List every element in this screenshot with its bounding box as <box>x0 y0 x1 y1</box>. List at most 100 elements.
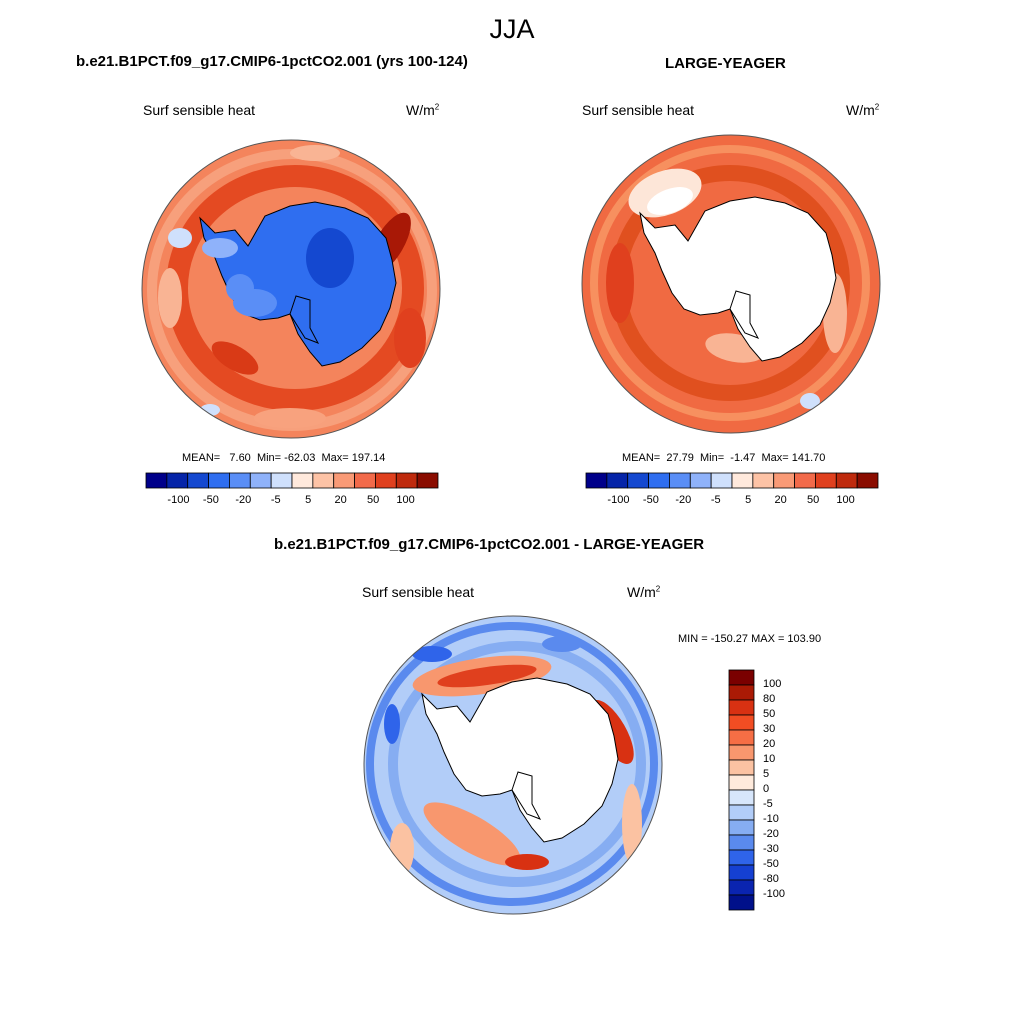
p1-cbar-tick-label: 50 <box>366 494 380 506</box>
p2-cbar-color-bin <box>773 472 795 489</box>
p3-band-0 <box>388 641 646 887</box>
p3-cbar-tick-label: 10 <box>763 753 776 765</box>
panel3-polar-map <box>363 615 663 915</box>
p1-land-shade-0 <box>202 238 238 258</box>
panel2-stats: MEAN= 27.79 Min= -1.47 Max= 141.70 <box>622 452 826 464</box>
p3-cbar-color-bin <box>728 894 755 911</box>
p3-feature-7 <box>412 646 452 662</box>
p3-cbar-tick-label: 50 <box>763 708 776 720</box>
panel2-polar-map <box>581 134 881 434</box>
p1-cbar-color-bin <box>312 472 335 489</box>
p3-cbar-tick-label: -20 <box>763 828 779 840</box>
p1-cbar-color-bin <box>187 472 209 489</box>
p2-feature-3 <box>606 243 634 323</box>
panel2-variable-label: Surf sensible heat <box>582 102 695 118</box>
p2-cbar-color-bin <box>669 472 691 489</box>
p3-cbar-color-bin <box>728 699 755 716</box>
p3-map-border <box>363 615 663 915</box>
p3-band-1 <box>366 622 658 906</box>
p1-feature-1 <box>211 341 259 375</box>
p2-cbar-color-bin <box>752 472 775 489</box>
p3-feature-1 <box>437 664 537 688</box>
p2-cbar-tick-label: 100 <box>836 494 855 506</box>
p2-cbar-color-bin <box>856 472 879 489</box>
p1-feature-2 <box>394 308 426 368</box>
p1-ross-ice-shelf <box>289 295 320 344</box>
p2-cbar-tick-label: -20 <box>675 494 692 506</box>
panel1-polar-map <box>141 139 441 439</box>
p3-cbar-tick-label: -30 <box>763 843 779 855</box>
panel2-colorbar <box>585 472 879 489</box>
p1-cbar-color-bin <box>333 472 355 489</box>
p3-cbar-tick-label: 100 <box>763 678 782 690</box>
main-title: JJA <box>489 14 535 44</box>
p3-feature-9 <box>542 636 582 652</box>
p1-cbar-color-bin <box>208 472 230 489</box>
p2-cbar-tick-label: 20 <box>774 494 787 506</box>
p2-antarctica <box>639 196 837 362</box>
p3-cbar-color-bin <box>728 759 755 776</box>
p3-cbar-tick-label: -100 <box>763 888 786 900</box>
p1-cbar-tick-label: -5 <box>270 494 281 506</box>
p1-cbar-tick-label: -20 <box>235 494 252 506</box>
p1-map-border <box>141 139 441 439</box>
p2-band-1 <box>590 145 870 421</box>
p1-feature-3 <box>158 268 182 328</box>
p3-cbar-color-bin <box>728 774 755 791</box>
p1-cbar-tick-label: 5 <box>305 494 312 506</box>
panel2-units: W/m2 <box>846 102 880 118</box>
p1-cbar-color-bin <box>270 472 293 489</box>
p1-cbar-tick-label: 20 <box>334 494 347 506</box>
panel3-units: W/m2 <box>627 584 661 600</box>
p2-cbar-color-bin <box>648 472 670 489</box>
p1-cbar-color-bin <box>354 472 376 489</box>
p1-cbar-tick-label: 100 <box>396 494 415 506</box>
p2-cbar-color-bin <box>689 472 712 489</box>
panel3-variable-label: Surf sensible heat <box>362 584 475 600</box>
p3-cbar-tick-label: 20 <box>763 738 776 750</box>
p1-cbar-color-bin <box>291 472 314 489</box>
p3-cbar-tick-label: 80 <box>763 693 776 705</box>
p2-cbar-color-bin <box>627 472 649 489</box>
p1-cbar-color-bin <box>375 472 397 489</box>
p1-feature-6 <box>290 145 340 161</box>
p3-feature-3 <box>423 802 521 866</box>
p2-cbar-color-bin <box>710 472 733 489</box>
p2-cbar-color-bin <box>585 472 608 489</box>
p3-cbar-color-bin <box>728 834 755 851</box>
p3-cbar-color-bin <box>728 804 755 821</box>
p3-cbar-color-bin <box>728 789 755 806</box>
panel3-title: b.e21.B1PCT.f09_g17.CMIP6-1pctCO2.001 - … <box>274 536 705 553</box>
p2-cbar-color-bin <box>835 472 858 489</box>
p2-cbar-tick-label: -50 <box>642 494 659 506</box>
p3-feature-6 <box>384 704 400 744</box>
panel3-minmax: MIN = -150.27 MAX = 103.90 <box>678 633 822 645</box>
p2-cbar-tick-label: 50 <box>806 494 820 506</box>
p1-cbar-color-bin <box>249 472 272 489</box>
p3-cbar-tick-label: 30 <box>763 723 776 735</box>
p1-feature-5 <box>168 228 192 248</box>
p3-cbar-color-bin <box>728 879 755 896</box>
p3-cbar-tick-label: 0 <box>763 783 770 795</box>
p2-cbar-color-bin <box>606 472 629 489</box>
p1-land-shade-2 <box>226 274 254 302</box>
p3-feature-8 <box>622 784 642 864</box>
p2-cbar-tick-label: -5 <box>710 494 721 506</box>
p3-cbar-color-bin <box>728 744 755 761</box>
p3-cbar-tick-label: -80 <box>763 873 779 885</box>
p2-cbar-color-bin <box>731 472 754 489</box>
p1-feature-4 <box>254 408 326 428</box>
p2-map-border <box>581 134 881 434</box>
panel1-variable-label: Surf sensible heat <box>143 102 256 118</box>
p1-cbar-color-bin <box>416 472 439 489</box>
p2-cbar-tick-label: 5 <box>745 494 752 506</box>
p3-cbar-tick-label: -50 <box>763 858 779 870</box>
p2-cbar-color-bin <box>815 472 837 489</box>
p1-cbar-color-bin <box>395 472 418 489</box>
p2-ross-ice-shelf <box>729 290 760 339</box>
panel1-units: W/m2 <box>406 102 440 118</box>
p1-land-shade-3 <box>306 228 354 288</box>
p3-cbar-tick-label: -10 <box>763 813 779 825</box>
p2-feature-5 <box>800 393 820 409</box>
p2-cbar-color-bin <box>794 472 816 489</box>
